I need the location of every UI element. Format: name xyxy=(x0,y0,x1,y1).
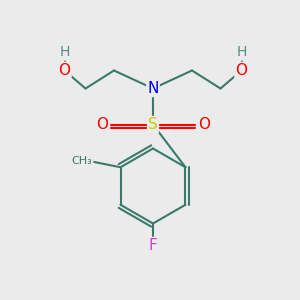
Text: N: N xyxy=(147,81,159,96)
Text: O: O xyxy=(236,63,247,78)
Text: H: H xyxy=(59,46,70,59)
Text: F: F xyxy=(148,238,158,253)
Text: O: O xyxy=(96,117,108,132)
Text: H: H xyxy=(236,46,247,59)
Text: O: O xyxy=(58,63,70,78)
Text: O: O xyxy=(198,117,210,132)
Text: S: S xyxy=(148,117,158,132)
Text: CH₃: CH₃ xyxy=(72,156,92,166)
